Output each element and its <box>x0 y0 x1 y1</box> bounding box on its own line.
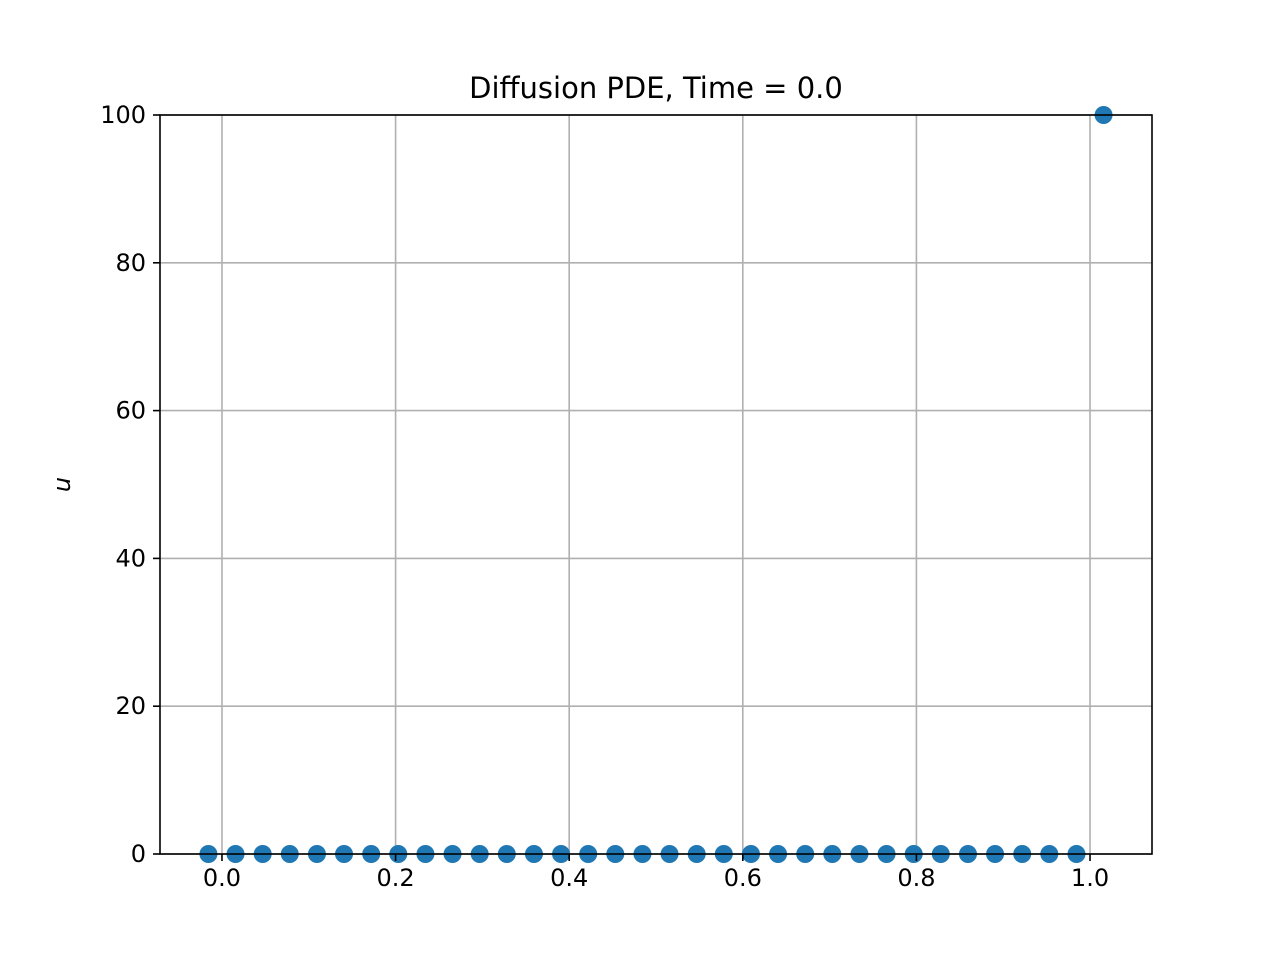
y-tick-label: 60 <box>115 397 146 425</box>
plot-frame <box>159 114 1153 855</box>
y-tick-label: 80 <box>115 249 146 277</box>
x-tick-label: 0.0 <box>203 864 241 892</box>
y-axis-label: u <box>48 477 76 492</box>
y-tick-label: 100 <box>100 101 146 129</box>
y-tick-label: 0 <box>131 840 146 868</box>
axis-ticks: 0.0 0.2 0.4 0.6 0.8 1.0 0 20 40 60 80 100 <box>100 101 1109 892</box>
chart-title: Diffusion PDE, Time = 0.0 <box>469 71 843 105</box>
y-tick-label: 20 <box>115 692 146 720</box>
x-tick-label: 0.2 <box>377 864 415 892</box>
x-tick-label: 0.6 <box>724 864 762 892</box>
x-tick-label: 0.8 <box>897 864 935 892</box>
x-tick-label: 0.4 <box>550 864 588 892</box>
x-tick-label: 1.0 <box>1071 864 1109 892</box>
y-tick-label: 40 <box>115 544 146 572</box>
